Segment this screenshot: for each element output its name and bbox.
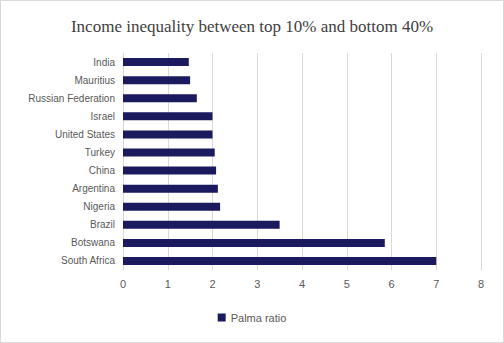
svg-text:2: 2 bbox=[209, 278, 215, 290]
svg-text:Russian Federation: Russian Federation bbox=[28, 93, 115, 104]
svg-text:Turkey: Turkey bbox=[85, 147, 115, 158]
svg-text:7: 7 bbox=[433, 278, 439, 290]
svg-text:India: India bbox=[93, 57, 115, 68]
svg-text:1: 1 bbox=[165, 278, 171, 290]
svg-text:Income inequality between top: Income inequality between top 10% and bo… bbox=[71, 17, 433, 36]
svg-text:3: 3 bbox=[254, 278, 260, 290]
svg-text:Mauritius: Mauritius bbox=[74, 75, 115, 86]
svg-text:China: China bbox=[89, 165, 116, 176]
svg-text:5: 5 bbox=[344, 278, 350, 290]
svg-text:Palma ratio: Palma ratio bbox=[231, 312, 287, 324]
svg-text:Argentina: Argentina bbox=[72, 183, 115, 194]
svg-text:South Africa: South Africa bbox=[61, 255, 115, 266]
svg-text:Botswana: Botswana bbox=[71, 237, 115, 248]
svg-text:0: 0 bbox=[120, 278, 126, 290]
svg-text:Brazil: Brazil bbox=[90, 219, 115, 230]
svg-text:Israel: Israel bbox=[91, 111, 115, 122]
svg-text:United States: United States bbox=[55, 129, 115, 140]
svg-text:Nigeria: Nigeria bbox=[83, 201, 115, 212]
svg-text:4: 4 bbox=[299, 278, 305, 290]
svg-text:6: 6 bbox=[388, 278, 394, 290]
svg-text:8: 8 bbox=[478, 278, 484, 290]
